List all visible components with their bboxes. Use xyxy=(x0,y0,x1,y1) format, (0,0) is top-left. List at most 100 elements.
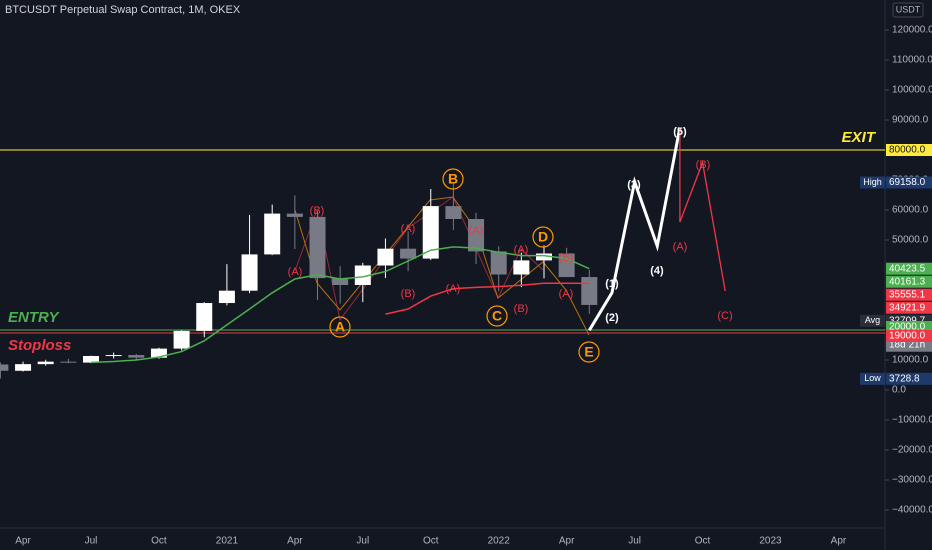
y-tick-label: 50000.0 xyxy=(892,235,929,246)
price-line-label: ENTRY xyxy=(8,309,61,326)
candle-body xyxy=(0,364,9,371)
price-tag-label: 34921.9 xyxy=(889,302,926,313)
candle-body xyxy=(173,330,190,349)
y-tick-label: −30000.0 xyxy=(892,475,932,486)
x-tick-label: Jul xyxy=(356,536,369,547)
candle-body xyxy=(377,248,394,266)
wave-circle xyxy=(442,168,464,190)
wave-label: (A) xyxy=(559,288,574,300)
x-tick-label: 2023 xyxy=(759,536,782,547)
x-tick-label: Oct xyxy=(423,536,439,547)
wave-label: B xyxy=(448,171,458,187)
candle-body xyxy=(218,290,235,304)
x-tick-label: Apr xyxy=(15,536,31,547)
price-tag-label: 40161.3 xyxy=(889,276,926,287)
candle-body xyxy=(37,361,54,365)
x-tick-label: Oct xyxy=(695,536,711,547)
candle-body xyxy=(83,355,99,363)
price-line-tag xyxy=(886,144,932,156)
currency-box xyxy=(892,2,924,18)
wave-label: (2) xyxy=(605,312,619,324)
y-tick-label: −10000.0 xyxy=(892,415,932,426)
wave-label: (A) xyxy=(469,225,484,237)
x-tick-label: Jul xyxy=(628,536,641,547)
price-tag-name: Low xyxy=(864,373,881,383)
wave-circle xyxy=(486,305,508,327)
price-line-label: EXIT xyxy=(842,129,877,146)
candle-body xyxy=(490,251,507,275)
wave-label: A xyxy=(335,319,345,335)
candle-body xyxy=(400,248,417,259)
wave-label: (A) xyxy=(288,266,303,278)
price-line-tag-label: 80000.0 xyxy=(889,145,926,156)
y-tick-label: 60000.0 xyxy=(892,205,929,216)
price-tag-name-box xyxy=(860,314,885,327)
price-tag xyxy=(886,275,932,288)
candle-body xyxy=(15,364,32,371)
candle-body xyxy=(581,277,598,305)
price-tag xyxy=(886,372,932,385)
series-line xyxy=(588,127,682,332)
wave-circle xyxy=(532,226,554,248)
wave-circle xyxy=(329,316,351,338)
wave-label: D xyxy=(538,229,548,245)
candle-body xyxy=(150,348,167,358)
price-tag-name: High xyxy=(863,177,882,187)
candle-body xyxy=(558,253,575,278)
wave-label: (5) xyxy=(673,126,687,138)
price-line-tag xyxy=(886,330,932,342)
wave-label: (4) xyxy=(650,265,664,277)
price-tag-label: 35555.1 xyxy=(889,289,926,300)
wave-label: E xyxy=(584,344,593,360)
series-line xyxy=(679,160,726,292)
price-tag xyxy=(886,262,932,275)
x-tick-label: Apr xyxy=(831,536,847,547)
wave-sketch xyxy=(294,196,590,336)
price-tag-name-box xyxy=(860,176,885,189)
wave-label: (A) xyxy=(446,283,461,295)
y-tick-label: −40000.0 xyxy=(892,505,932,516)
price-tag-name-box xyxy=(860,372,885,385)
wave-label: (A) xyxy=(401,223,416,235)
price-tag-countdown: 18d 21h xyxy=(889,339,925,350)
price-tag-label: 69158.0 xyxy=(889,177,926,188)
x-tick-label: Apr xyxy=(559,536,575,547)
candle-body xyxy=(128,355,145,358)
candle-body xyxy=(105,355,122,357)
price-line-tag-label: 20000.0 xyxy=(889,322,926,333)
y-tick-label: 100000.0 xyxy=(892,85,932,96)
wave-label: (B) xyxy=(696,159,711,171)
wave-label: (A) xyxy=(673,241,688,253)
y-tick-label: −20000.0 xyxy=(892,445,932,456)
y-tick-label: 110000.0 xyxy=(892,55,932,66)
wave-circle xyxy=(578,341,600,363)
candle-body xyxy=(241,254,258,291)
y-tick-label: 10000.0 xyxy=(892,355,929,366)
candle-body xyxy=(422,206,439,259)
candle-body xyxy=(196,303,213,331)
candle-body xyxy=(354,265,371,285)
x-tick-label: Apr xyxy=(287,536,303,547)
y-tick-label: 0.0 xyxy=(892,385,906,396)
x-tick-label: Jul xyxy=(85,536,98,547)
chart-title: BTCUSDT Perpetual Swap Contract, 1M, OKE… xyxy=(5,4,241,16)
price-tag xyxy=(886,288,932,301)
price-line-label: Stoploss xyxy=(8,337,71,354)
wave-label: (B) xyxy=(310,205,325,217)
price-line-tag-label: 19000.0 xyxy=(889,331,926,342)
wave-label: (B) xyxy=(401,288,416,300)
currency: USDT xyxy=(896,4,921,14)
y-tick-label: 120000.0 xyxy=(892,25,932,36)
candle-body xyxy=(286,213,303,217)
candle-body xyxy=(445,206,462,219)
candle-body xyxy=(309,216,326,279)
price-tag-name: Avg xyxy=(865,315,880,325)
price-tag-label: 3728.8 xyxy=(889,373,920,384)
price-tag-label: 40423.5 xyxy=(889,263,926,274)
series-line xyxy=(385,282,590,315)
price-tag-label: 32709.7 xyxy=(889,315,926,326)
price-tag xyxy=(886,301,932,314)
candle-body xyxy=(332,278,349,285)
